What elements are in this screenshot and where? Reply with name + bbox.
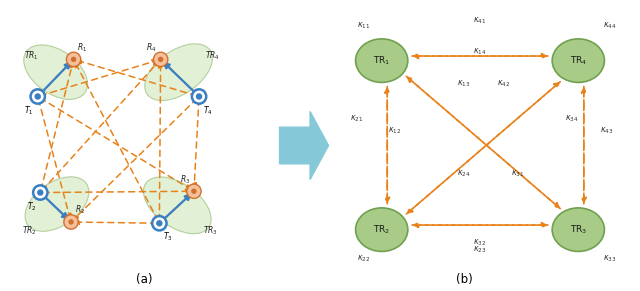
Text: $TR_{2}$: $TR_{2}$ <box>22 225 37 237</box>
Text: $\kappa_{44}$: $\kappa_{44}$ <box>603 21 617 31</box>
Circle shape <box>152 216 166 230</box>
Ellipse shape <box>145 44 212 100</box>
Text: $\kappa_{21}$: $\kappa_{21}$ <box>350 113 364 123</box>
Circle shape <box>31 89 45 104</box>
Text: $\kappa_{22}$: $\kappa_{22}$ <box>357 254 371 264</box>
Text: $\kappa_{23}$: $\kappa_{23}$ <box>474 245 486 255</box>
Text: $\kappa_{11}$: $\kappa_{11}$ <box>357 21 371 31</box>
Circle shape <box>192 89 206 104</box>
Ellipse shape <box>143 177 211 234</box>
Circle shape <box>64 215 78 229</box>
Circle shape <box>154 52 168 67</box>
Text: $R_{3}$: $R_{3}$ <box>180 173 190 186</box>
Text: $T_{1}$: $T_{1}$ <box>24 104 34 117</box>
Text: $\kappa_{32}$: $\kappa_{32}$ <box>474 237 486 248</box>
Circle shape <box>33 185 47 200</box>
Circle shape <box>356 208 408 251</box>
Circle shape <box>71 57 76 62</box>
Text: (b): (b) <box>456 273 473 286</box>
Text: $\kappa_{12}$: $\kappa_{12}$ <box>388 126 401 136</box>
Circle shape <box>356 39 408 82</box>
Text: TR$_4$: TR$_4$ <box>570 54 587 67</box>
Ellipse shape <box>24 45 88 100</box>
Text: $R_{4}$: $R_{4}$ <box>147 41 157 54</box>
Text: (a): (a) <box>136 273 152 286</box>
Text: $R_{2}$: $R_{2}$ <box>75 204 85 216</box>
Text: $\kappa_{41}$: $\kappa_{41}$ <box>474 16 486 26</box>
Circle shape <box>156 220 163 226</box>
Text: $\kappa_{13}$: $\kappa_{13}$ <box>457 79 470 89</box>
Circle shape <box>191 189 196 194</box>
Text: $TR_{3}$: $TR_{3}$ <box>203 225 218 237</box>
Text: $R_{1}$: $R_{1}$ <box>77 41 88 54</box>
Circle shape <box>37 189 44 196</box>
Circle shape <box>68 219 74 225</box>
Text: $\kappa_{24}$: $\kappa_{24}$ <box>457 168 470 179</box>
Circle shape <box>35 93 41 100</box>
Circle shape <box>67 52 81 67</box>
Circle shape <box>158 57 163 62</box>
Text: $T_{2}$: $T_{2}$ <box>27 200 36 213</box>
Circle shape <box>196 93 202 100</box>
Text: $TR_{4}$: $TR_{4}$ <box>205 49 220 62</box>
Text: $\kappa_{14}$: $\kappa_{14}$ <box>473 47 487 57</box>
Text: TR$_3$: TR$_3$ <box>570 223 587 236</box>
Circle shape <box>552 39 604 82</box>
Text: $T_{4}$: $T_{4}$ <box>203 104 212 117</box>
Text: $\kappa_{43}$: $\kappa_{43}$ <box>600 126 613 136</box>
Circle shape <box>552 208 604 251</box>
Text: $\kappa_{33}$: $\kappa_{33}$ <box>604 254 617 264</box>
Text: $\kappa_{31}$: $\kappa_{31}$ <box>511 168 524 179</box>
Text: $T_{3}$: $T_{3}$ <box>163 231 173 244</box>
Ellipse shape <box>25 177 89 231</box>
Text: $\kappa_{42}$: $\kappa_{42}$ <box>497 79 511 89</box>
Circle shape <box>187 184 201 198</box>
Text: TR$_2$: TR$_2$ <box>373 223 390 236</box>
Text: $TR_{1}$: $TR_{1}$ <box>24 49 38 62</box>
Text: $\kappa_{34}$: $\kappa_{34}$ <box>564 113 579 123</box>
Text: TR$_1$: TR$_1$ <box>373 54 390 67</box>
FancyArrow shape <box>280 111 328 180</box>
